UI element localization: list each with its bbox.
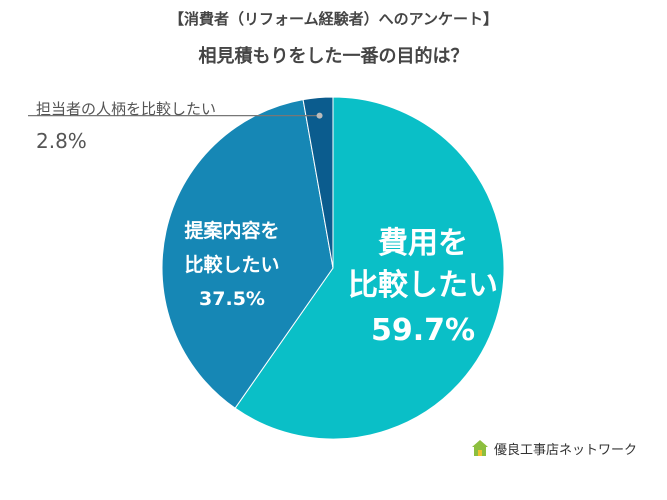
- survey-title: 【消費者（リフォーム経験者）へのアンケート】: [169, 10, 498, 28]
- slice-label: 37.5%: [199, 288, 265, 310]
- logo-text: 優良工事店ネットワーク: [494, 442, 638, 458]
- slice-label: 2.8%: [36, 129, 87, 153]
- slice-label: 提案内容を: [184, 219, 279, 242]
- slice-label: 担当者の人柄を比較したい: [36, 100, 216, 118]
- slice-label: 59.7%: [371, 313, 475, 348]
- slice-label: 比較したい: [348, 268, 498, 303]
- slice-label: 比較したい: [184, 253, 279, 276]
- pie-slice: [302, 96, 334, 269]
- leader-dot: [316, 112, 323, 119]
- pie-slice: [234, 96, 505, 440]
- slice-label: 費用を: [378, 226, 468, 261]
- house-icon: [472, 440, 488, 456]
- logo: 優良工事店ネットワーク: [470, 438, 637, 458]
- question-title: 相見積もりをした一番の目的は？: [198, 46, 469, 67]
- pie-slice: [161, 99, 334, 409]
